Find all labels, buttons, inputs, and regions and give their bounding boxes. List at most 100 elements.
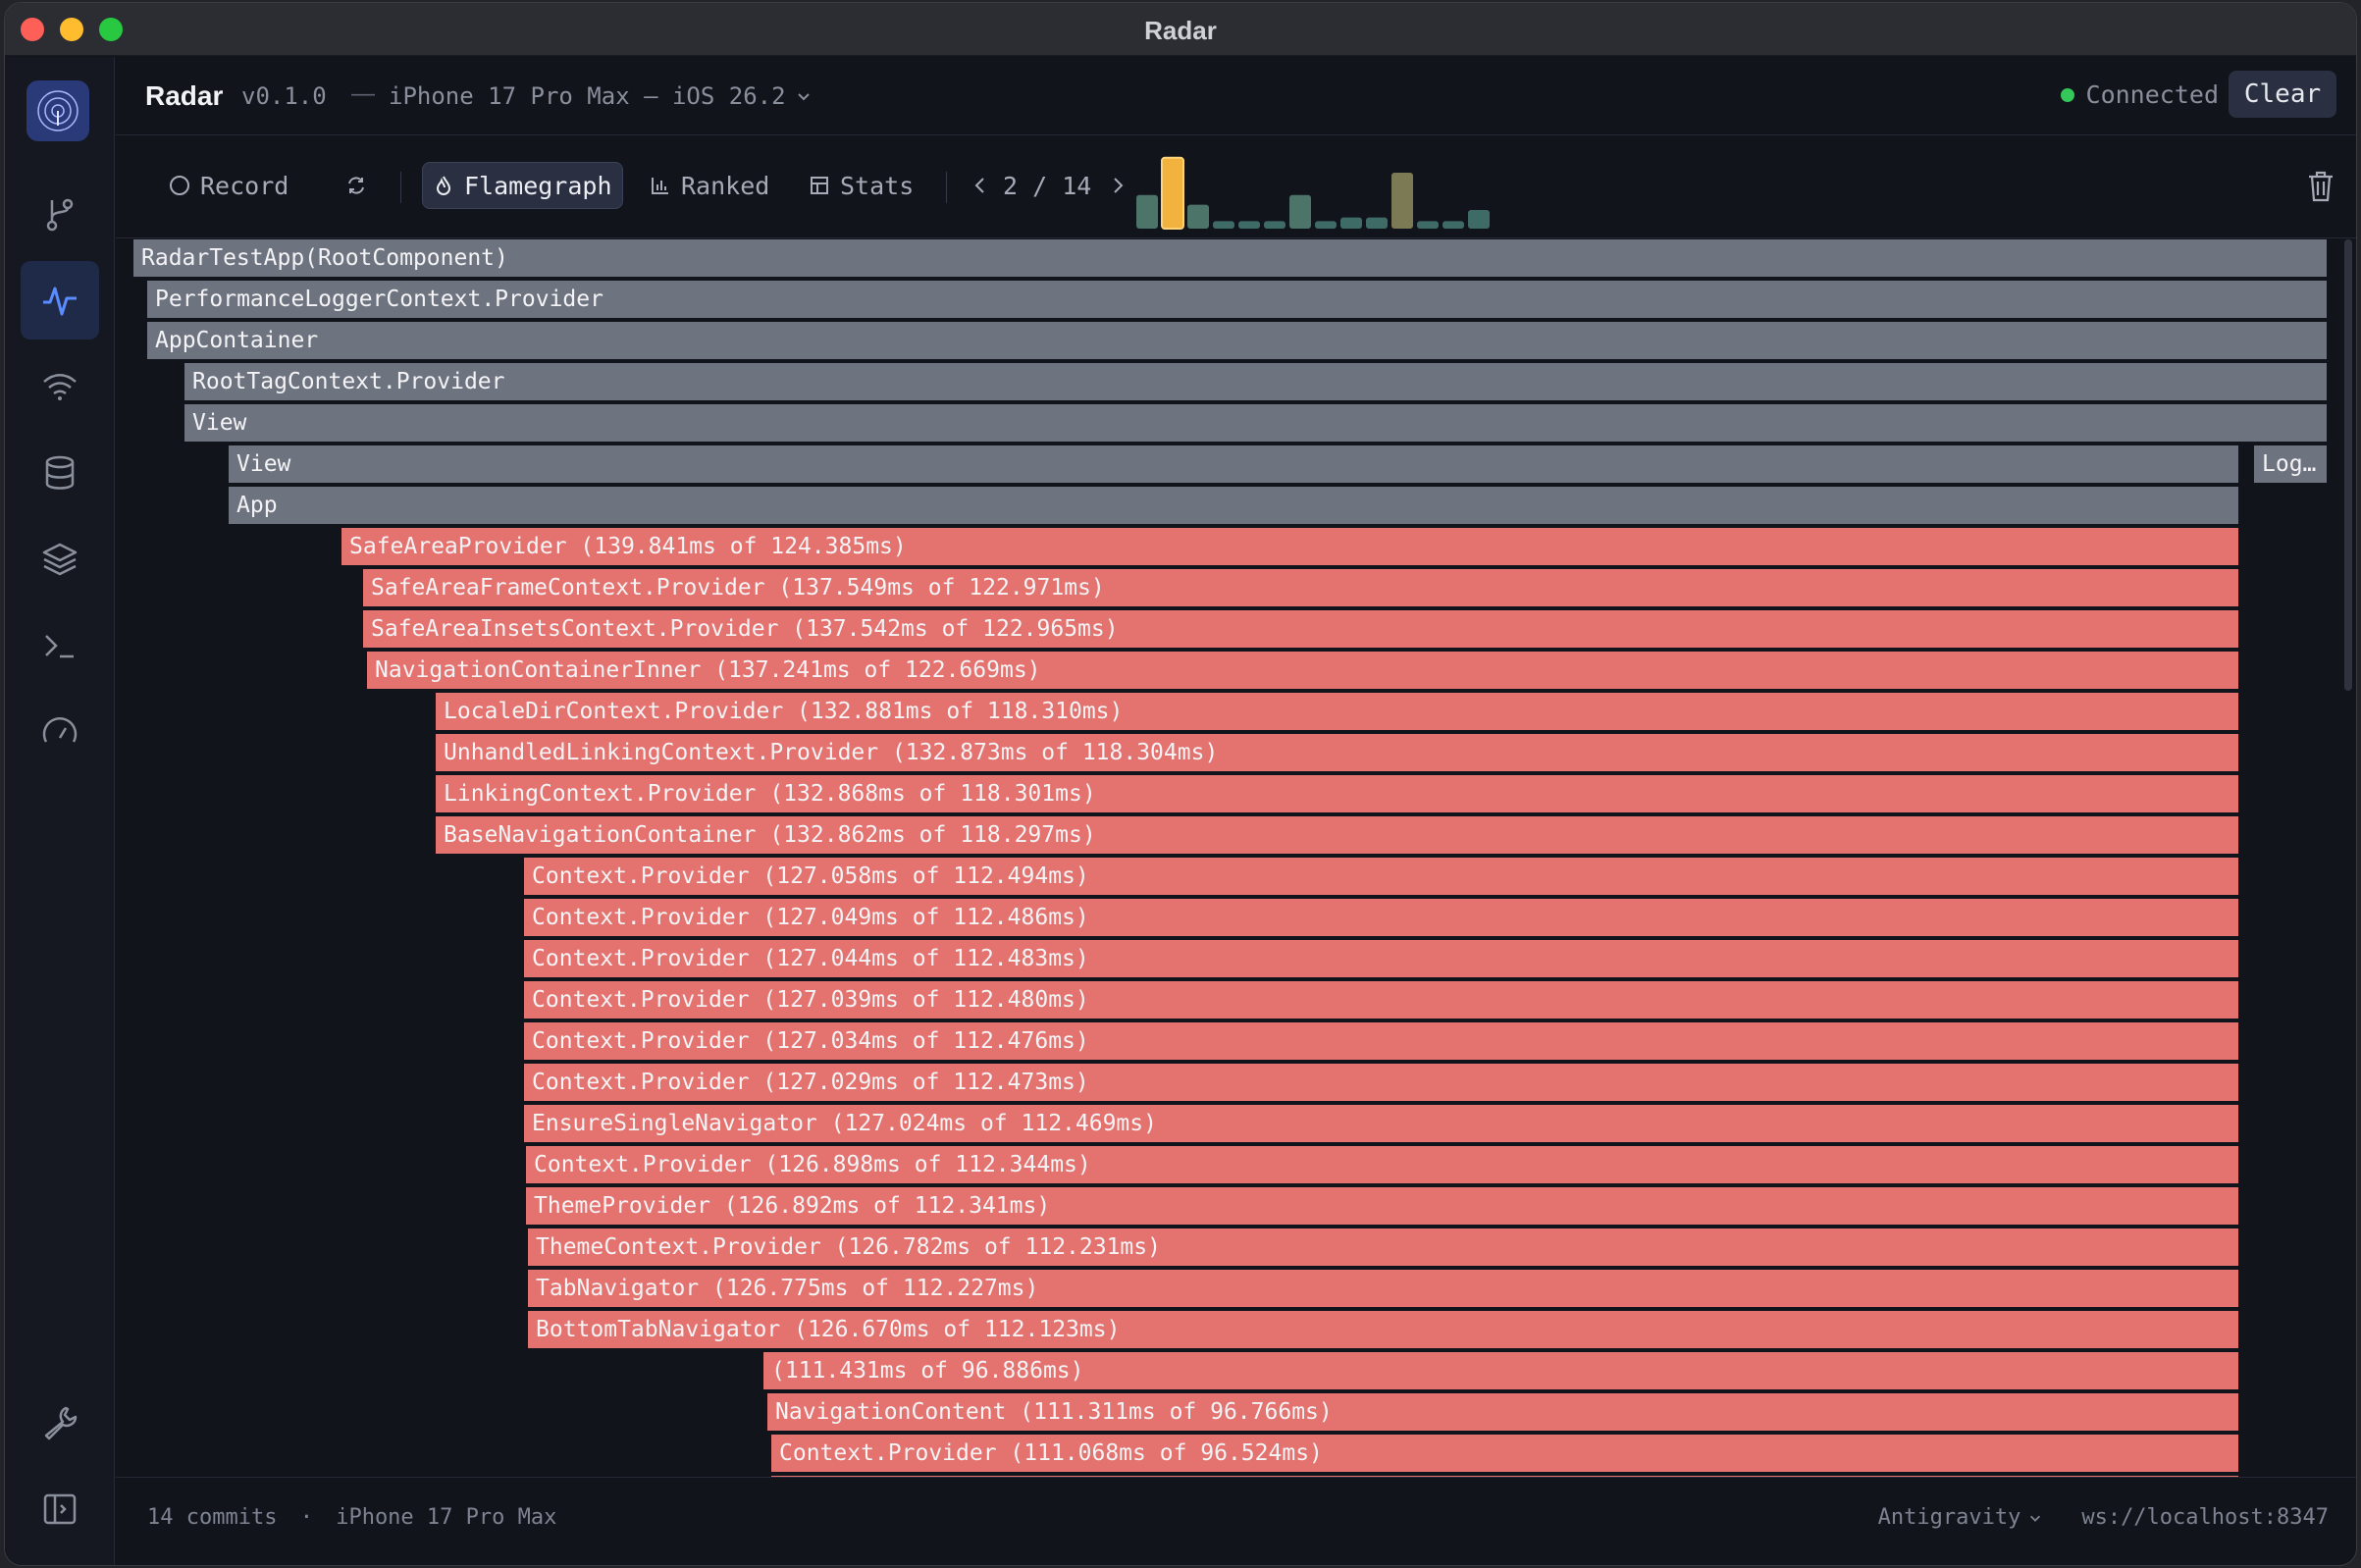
previous-commit-button[interactable]: [960, 162, 1001, 209]
flamegraph-node[interactable]: BaseNavigationContainer (132.862ms of 11…: [436, 816, 2238, 854]
commit-bar[interactable]: [1366, 217, 1388, 229]
device-selector[interactable]: iPhone 17 Pro Max — iOS 26.2: [389, 82, 812, 110]
footer-dot: ·: [299, 1505, 313, 1530]
flamegraph-node[interactable]: LocaleDirContext.Provider (132.881ms of …: [436, 693, 2238, 730]
activity-icon: [43, 287, 77, 316]
flamegraph-node[interactable]: ThemeProvider (126.892ms of 112.341ms): [526, 1187, 2238, 1225]
refresh-icon: [348, 177, 364, 194]
commit-bar[interactable]: [1468, 210, 1490, 229]
commit-bar[interactable]: [1443, 221, 1464, 229]
wifi-icon: [43, 374, 77, 400]
flamegraph-node[interactable]: View: [184, 404, 2327, 442]
flamegraph-node[interactable]: SafeAreaProvider (139.841ms of 124.385ms…: [341, 528, 2238, 565]
flamegraph-node[interactable]: UnhandledLinkingContext.Provider (132.87…: [436, 734, 2238, 771]
sidebar-item-components[interactable]: [21, 175, 99, 253]
sidebar-item-settings[interactable]: [21, 1384, 99, 1462]
delete-profile-button[interactable]: [2305, 170, 2336, 208]
footer-device: iPhone 17 Pro Max: [336, 1505, 557, 1530]
maximize-window-button[interactable]: [99, 18, 123, 41]
flamegraph-node[interactable]: TabNavigator (126.775ms of 112.227ms): [528, 1270, 2238, 1307]
flamegraph-node[interactable]: RadarTestApp(RootComponent): [133, 239, 2327, 277]
commit-bar[interactable]: [1289, 194, 1311, 229]
commit-bar[interactable]: [1417, 221, 1439, 229]
sidebar: [5, 57, 115, 1565]
flamegraph-node[interactable]: (111.431ms of 96.886ms): [763, 1352, 2238, 1389]
device-label: iPhone 17 Pro Max — iOS 26.2: [389, 82, 786, 110]
next-commit-button[interactable]: [1097, 162, 1138, 209]
flamegraph-node[interactable]: Context.Provider (127.049ms of 112.486ms…: [524, 899, 2238, 936]
table-icon: [811, 177, 828, 194]
flamegraph-node[interactable]: Context.Provider (127.029ms of 112.473ms…: [524, 1064, 2238, 1101]
minimize-window-button[interactable]: [60, 18, 83, 41]
flamegraph-node[interactable]: Context.Provider (127.058ms of 112.494ms…: [524, 858, 2238, 895]
flamegraph-node[interactable]: RootTagContext.Provider: [184, 363, 2327, 400]
sidebar-item-metrics[interactable]: [21, 693, 99, 771]
flamegraph-node[interactable]: PerformanceLoggerContext.Provider: [147, 281, 2327, 318]
app-version: v0.1.0: [241, 82, 327, 110]
flamegraph: RadarTestApp(RootComponent) PerformanceLo…: [116, 239, 2356, 1477]
websocket-url: ws://localhost:8347: [2081, 1505, 2329, 1530]
commit-count: 14 commits: [147, 1505, 278, 1530]
commit-bar[interactable]: [1161, 156, 1184, 230]
flamegraph-node[interactable]: Context.Provider (126.898ms of 112.344ms…: [526, 1146, 2238, 1183]
status-bar: 14 commits · iPhone 17 Pro Max Antigravi…: [116, 1477, 2356, 1565]
flamegraph-node[interactable]: View: [229, 445, 2238, 483]
flamegraph-node[interactable]: Context.Provider (127.039ms of 112.480ms…: [524, 981, 2238, 1019]
flamegraph-node[interactable]: BottomTabNavigator (126.670ms of 112.123…: [528, 1311, 2238, 1348]
reload-button[interactable]: [336, 162, 377, 209]
flamegraph-node[interactable]: SafeAreaInsetsContext.Provider (137.542m…: [363, 610, 2238, 648]
commit-bar[interactable]: [1136, 194, 1158, 229]
sidebar-toggle-button[interactable]: [21, 1470, 99, 1548]
tab-flamegraph[interactable]: Flamegraph: [422, 162, 623, 209]
record-circle-icon: [170, 176, 189, 195]
status-dot-icon: [2060, 87, 2074, 102]
commit-bar[interactable]: [1264, 221, 1285, 229]
tab-stats[interactable]: Stats: [799, 162, 923, 209]
flamegraph-node[interactable]: SafeAreaFrameContext.Provider (137.549ms…: [363, 569, 2238, 606]
toolbar: Record Flamegraph Ranked: [116, 136, 2356, 238]
clear-button[interactable]: Clear: [2229, 71, 2336, 118]
header-separator: —: [351, 80, 375, 107]
sidebar-item-storage[interactable]: [21, 434, 99, 512]
chevron-down-icon: [2030, 1515, 2041, 1522]
flamegraph-node[interactable]: App: [229, 487, 2238, 524]
toolbar-divider: [400, 172, 401, 203]
flamegraph-node[interactable]: Context.Provider (111.060ms of 96.518ms): [771, 1476, 2238, 1477]
record-button[interactable]: Record: [159, 162, 298, 209]
close-window-button[interactable]: [21, 18, 44, 41]
commit-bar[interactable]: [1315, 221, 1337, 229]
sidebar-item-console[interactable]: [21, 606, 99, 685]
sidebar-item-performance[interactable]: [21, 261, 99, 340]
status-label: Connected: [2085, 80, 2219, 109]
commit-bar[interactable]: [1391, 173, 1413, 229]
sidebar-item-network[interactable]: [21, 347, 99, 426]
flame-icon: [436, 176, 451, 195]
commit-bar[interactable]: [1213, 221, 1234, 229]
app-name: Radar: [145, 80, 224, 111]
title-bar: Radar: [5, 3, 2356, 56]
commit-timeline[interactable]: [1136, 148, 1499, 231]
flamegraph-node[interactable]: AppContainer: [147, 322, 2327, 359]
sidebar-item-layers[interactable]: [21, 520, 99, 599]
flamegraph-label: Flamegraph: [464, 171, 612, 200]
flamegraph-node-side[interactable]: Log…: [2254, 445, 2327, 483]
vertical-scrollbar[interactable]: [2344, 239, 2352, 691]
bar-chart-icon: [652, 178, 668, 194]
commit-bar[interactable]: [1238, 221, 1260, 229]
flamegraph-node[interactable]: Context.Provider (111.068ms of 96.524ms): [771, 1435, 2238, 1472]
editor-selector[interactable]: Antigravity: [1878, 1505, 2043, 1530]
flamegraph-node[interactable]: NavigationContainerInner (137.241ms of 1…: [367, 652, 2238, 689]
commit-bar[interactable]: [1187, 204, 1209, 229]
tab-ranked[interactable]: Ranked: [640, 162, 779, 209]
flamegraph-node[interactable]: Context.Provider (127.034ms of 112.476ms…: [524, 1022, 2238, 1060]
flamegraph-node[interactable]: NavigationContent (111.311ms of 96.766ms…: [767, 1393, 2238, 1431]
terminal-icon: [45, 635, 74, 658]
flamegraph-node[interactable]: Context.Provider (127.044ms of 112.483ms…: [524, 940, 2238, 977]
record-label: Record: [200, 171, 289, 200]
flamegraph-node[interactable]: LinkingContext.Provider (132.868ms of 11…: [436, 775, 2238, 812]
flamegraph-node[interactable]: EnsureSingleNavigator (127.024ms of 112.…: [524, 1105, 2238, 1142]
flamegraph-node[interactable]: ThemeContext.Provider (126.782ms of 112.…: [528, 1228, 2238, 1266]
ranked-label: Ranked: [681, 171, 770, 200]
window-title: Radar: [1144, 16, 1217, 45]
commit-bar[interactable]: [1340, 217, 1362, 229]
